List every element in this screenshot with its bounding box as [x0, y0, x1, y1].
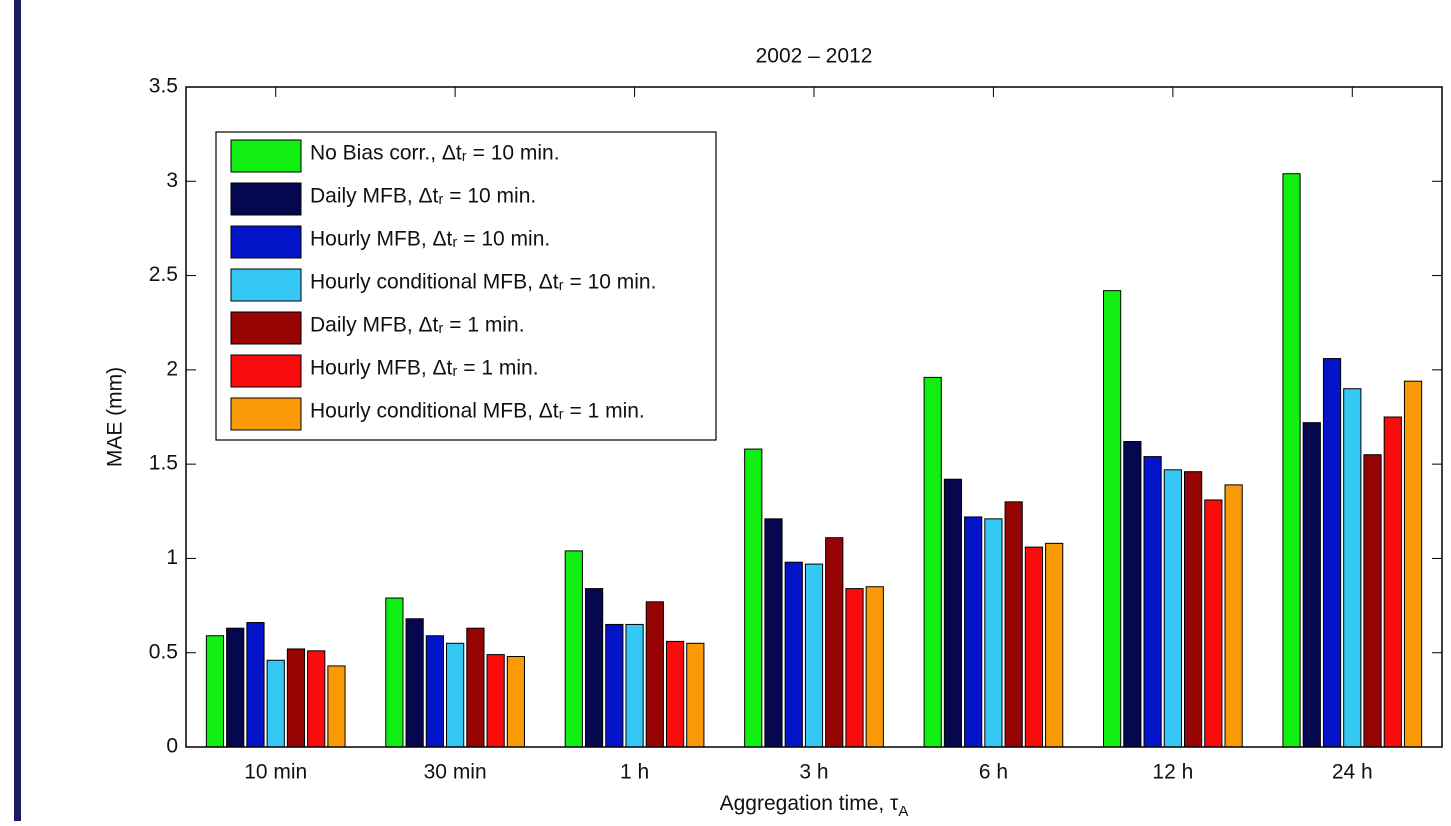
bar	[1143, 456, 1162, 748]
bar	[506, 655, 525, 748]
bar	[1383, 416, 1402, 748]
bar	[466, 627, 485, 748]
bar	[605, 623, 624, 748]
y-tick-label: 1	[166, 546, 178, 569]
bar	[1184, 471, 1203, 748]
legend-swatch	[230, 397, 302, 431]
bar	[625, 623, 644, 748]
bar	[645, 601, 664, 748]
bar	[923, 376, 942, 748]
bar	[1363, 454, 1382, 748]
bar	[1163, 469, 1182, 748]
bar	[205, 635, 225, 748]
plot-frame	[185, 86, 1443, 748]
x-axis-label-subscript: A	[898, 803, 908, 820]
bar	[486, 654, 505, 748]
y-axis-label: MAE (mm)	[104, 367, 127, 467]
bar	[784, 561, 803, 748]
legend-swatch	[230, 268, 302, 302]
bar	[764, 518, 783, 748]
legend-label: Hourly MFB, Δtᵣ = 1 min.	[310, 357, 539, 380]
bar	[1123, 441, 1142, 748]
chart-title: 2002 – 2012	[756, 45, 873, 68]
legend-label: Daily MFB, Δtᵣ = 1 min.	[310, 314, 525, 337]
x-tick-label: 10 min	[244, 761, 307, 784]
bar	[1224, 484, 1243, 748]
slide-border	[14, 0, 21, 821]
bar	[246, 622, 265, 748]
x-tick-label: 3 h	[799, 761, 828, 784]
bar	[266, 659, 285, 748]
bar	[665, 640, 685, 748]
bar	[226, 627, 245, 748]
bar	[1004, 501, 1023, 748]
bar	[1322, 358, 1342, 748]
bar	[964, 516, 983, 748]
bar	[943, 478, 963, 748]
legend-label: Hourly MFB, Δtᵣ = 10 min.	[310, 228, 550, 251]
bar	[1045, 542, 1064, 748]
legend-label: Hourly conditional MFB, Δtᵣ = 10 min.	[310, 271, 656, 294]
x-tick-label: 1 h	[620, 761, 649, 784]
legend-swatch	[230, 311, 302, 345]
bar	[804, 563, 824, 748]
bar	[385, 597, 404, 748]
bar	[1103, 290, 1122, 748]
bar	[1024, 546, 1044, 748]
y-tick-label: 2.5	[149, 263, 178, 286]
bar	[845, 588, 864, 748]
bar	[425, 635, 444, 748]
bar	[286, 648, 306, 748]
y-tick-label: 0	[166, 735, 178, 758]
bar	[984, 518, 1003, 748]
x-axis-label-text: Aggregation time, τ	[720, 792, 899, 815]
y-tick-label: 3.5	[149, 75, 178, 98]
legend-swatch	[230, 182, 302, 216]
bar	[1403, 380, 1423, 748]
y-tick-label: 3	[166, 169, 178, 192]
legend-swatch	[230, 354, 302, 388]
bar	[307, 650, 326, 748]
bar	[744, 448, 763, 748]
bar	[446, 642, 465, 748]
bar	[584, 588, 604, 748]
bar	[564, 550, 583, 748]
y-tick-label: 0.5	[149, 640, 178, 663]
x-axis-label: Aggregation time, τA	[720, 792, 909, 820]
bar	[1204, 499, 1223, 748]
x-tick-label: 12 h	[1152, 761, 1193, 784]
bar	[865, 586, 884, 748]
legend-label: No Bias corr., Δtᵣ = 10 min.	[310, 142, 560, 165]
bar	[825, 537, 844, 748]
legend-label: Daily MFB, Δtᵣ = 10 min.	[310, 185, 536, 208]
x-tick-label: 24 h	[1332, 761, 1373, 784]
y-tick-label: 1.5	[149, 452, 178, 475]
bar	[327, 665, 346, 748]
y-tick-label: 2	[166, 357, 178, 380]
bar	[686, 642, 705, 748]
x-tick-label: 6 h	[979, 761, 1008, 784]
legend: No Bias corr., Δtᵣ = 10 min. Daily MFB, Δ…	[215, 131, 717, 441]
x-tick-label: 30 min	[424, 761, 487, 784]
bar	[405, 618, 424, 748]
legend-swatch	[230, 225, 302, 259]
bar	[1343, 388, 1362, 748]
bar	[1282, 173, 1301, 748]
legend-swatch	[230, 139, 302, 173]
bar	[1302, 422, 1321, 748]
legend-label: Hourly conditional MFB, Δtᵣ = 1 min.	[310, 400, 645, 423]
